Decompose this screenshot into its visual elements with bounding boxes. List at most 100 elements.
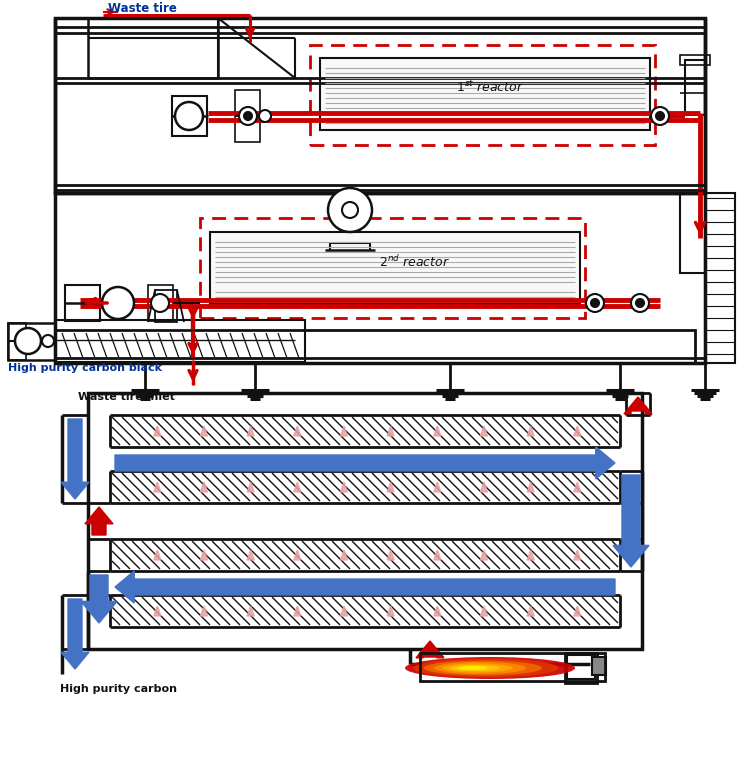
Polygon shape bbox=[481, 482, 488, 492]
Bar bbox=[340, 228, 360, 243]
Circle shape bbox=[586, 294, 604, 312]
Circle shape bbox=[239, 107, 257, 125]
Polygon shape bbox=[200, 550, 207, 560]
Polygon shape bbox=[294, 606, 301, 616]
Bar bbox=[55, 320, 305, 362]
Polygon shape bbox=[115, 571, 615, 603]
Polygon shape bbox=[574, 606, 581, 616]
Polygon shape bbox=[340, 550, 348, 560]
Polygon shape bbox=[85, 507, 113, 535]
Ellipse shape bbox=[434, 662, 526, 674]
Circle shape bbox=[656, 112, 664, 120]
Bar bbox=[88, 393, 642, 649]
Circle shape bbox=[259, 110, 271, 122]
Polygon shape bbox=[200, 426, 207, 436]
Circle shape bbox=[175, 102, 203, 130]
Text: Waste tire: Waste tire bbox=[108, 2, 177, 15]
Bar bbox=[235, 90, 260, 142]
Polygon shape bbox=[481, 606, 488, 616]
Circle shape bbox=[342, 202, 358, 218]
Ellipse shape bbox=[450, 665, 500, 671]
Bar bbox=[55, 193, 705, 363]
Polygon shape bbox=[387, 426, 394, 436]
Bar bbox=[155, 290, 177, 322]
Text: High purity carbon: High purity carbon bbox=[60, 684, 177, 694]
Bar bbox=[705, 193, 735, 363]
Bar bbox=[65, 285, 100, 321]
Polygon shape bbox=[115, 447, 615, 479]
Polygon shape bbox=[613, 475, 649, 567]
Polygon shape bbox=[247, 606, 254, 616]
Bar bbox=[88, 18, 218, 78]
Polygon shape bbox=[416, 641, 444, 658]
Polygon shape bbox=[200, 482, 207, 492]
Polygon shape bbox=[387, 482, 394, 492]
Bar bbox=[565, 653, 597, 683]
Polygon shape bbox=[247, 550, 254, 560]
Bar bbox=[148, 285, 173, 321]
Polygon shape bbox=[527, 426, 534, 436]
Ellipse shape bbox=[405, 657, 575, 679]
Polygon shape bbox=[153, 482, 161, 492]
Circle shape bbox=[328, 188, 372, 232]
Polygon shape bbox=[247, 426, 254, 436]
Bar bbox=[592, 657, 606, 675]
Polygon shape bbox=[624, 397, 652, 414]
Bar bbox=[680, 55, 710, 65]
Polygon shape bbox=[527, 482, 534, 492]
Polygon shape bbox=[434, 550, 441, 560]
Circle shape bbox=[651, 107, 669, 125]
Polygon shape bbox=[61, 419, 89, 499]
Ellipse shape bbox=[414, 658, 559, 678]
Polygon shape bbox=[153, 426, 161, 436]
Polygon shape bbox=[574, 550, 581, 560]
Polygon shape bbox=[527, 550, 534, 560]
Circle shape bbox=[15, 328, 41, 354]
Polygon shape bbox=[200, 606, 207, 616]
Bar bbox=[320, 58, 650, 130]
Polygon shape bbox=[481, 550, 488, 560]
Bar bbox=[210, 232, 580, 304]
Circle shape bbox=[636, 299, 644, 307]
Polygon shape bbox=[294, 482, 301, 492]
Polygon shape bbox=[434, 426, 441, 436]
Polygon shape bbox=[61, 599, 89, 669]
Polygon shape bbox=[387, 550, 394, 560]
Text: $2^{nd}$ reactor: $2^{nd}$ reactor bbox=[380, 254, 451, 270]
Polygon shape bbox=[294, 426, 301, 436]
Polygon shape bbox=[340, 426, 348, 436]
Polygon shape bbox=[340, 482, 348, 492]
Polygon shape bbox=[153, 550, 161, 560]
Bar bbox=[680, 193, 705, 273]
Ellipse shape bbox=[442, 664, 513, 672]
Circle shape bbox=[244, 112, 252, 120]
Text: Waste tire Inlet: Waste tire Inlet bbox=[78, 392, 175, 402]
Polygon shape bbox=[574, 482, 581, 492]
Circle shape bbox=[631, 294, 649, 312]
Bar bbox=[420, 653, 605, 681]
Polygon shape bbox=[481, 426, 488, 436]
Polygon shape bbox=[434, 482, 441, 492]
Bar bbox=[8, 323, 55, 360]
Polygon shape bbox=[340, 606, 348, 616]
Circle shape bbox=[151, 294, 169, 312]
Bar bbox=[8, 323, 26, 360]
Bar bbox=[55, 18, 705, 193]
Polygon shape bbox=[574, 426, 581, 436]
Polygon shape bbox=[434, 606, 441, 616]
Polygon shape bbox=[387, 606, 394, 616]
Circle shape bbox=[591, 299, 599, 307]
Text: High purity carbon black: High purity carbon black bbox=[8, 363, 162, 373]
Ellipse shape bbox=[424, 661, 542, 675]
Text: $1^{st}$ reactor: $1^{st}$ reactor bbox=[456, 79, 524, 95]
Bar bbox=[685, 60, 705, 115]
Bar bbox=[55, 330, 695, 363]
Bar bbox=[567, 655, 595, 679]
Ellipse shape bbox=[457, 666, 488, 670]
Polygon shape bbox=[81, 575, 117, 623]
Polygon shape bbox=[527, 606, 534, 616]
Polygon shape bbox=[247, 482, 254, 492]
Bar bbox=[200, 218, 585, 318]
Circle shape bbox=[42, 335, 54, 347]
Polygon shape bbox=[153, 606, 161, 616]
